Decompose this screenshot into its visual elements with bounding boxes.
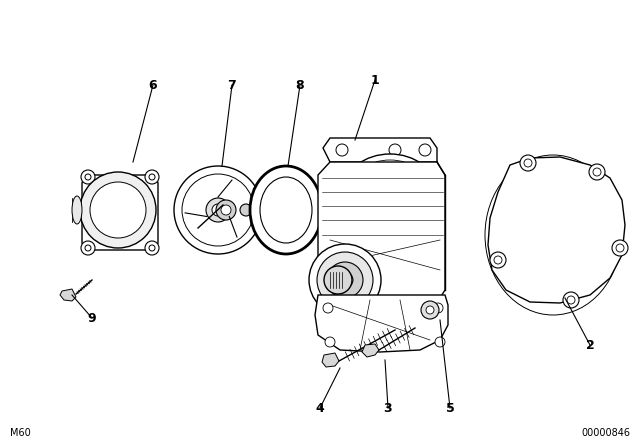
- Ellipse shape: [85, 245, 91, 251]
- Ellipse shape: [212, 204, 224, 216]
- Polygon shape: [488, 157, 625, 303]
- Ellipse shape: [490, 252, 506, 268]
- Ellipse shape: [309, 244, 381, 316]
- Text: 9: 9: [88, 311, 96, 324]
- Ellipse shape: [149, 174, 155, 180]
- Ellipse shape: [327, 262, 363, 298]
- Ellipse shape: [250, 166, 322, 254]
- Ellipse shape: [366, 174, 414, 206]
- Ellipse shape: [616, 244, 624, 252]
- Ellipse shape: [494, 256, 502, 264]
- Ellipse shape: [520, 155, 536, 171]
- Ellipse shape: [325, 337, 335, 347]
- Ellipse shape: [206, 198, 230, 222]
- Ellipse shape: [221, 205, 231, 215]
- Ellipse shape: [149, 245, 155, 251]
- Ellipse shape: [145, 241, 159, 255]
- Text: 2: 2: [586, 339, 595, 352]
- Ellipse shape: [336, 144, 348, 156]
- Text: 6: 6: [148, 78, 157, 91]
- Polygon shape: [322, 353, 339, 367]
- Ellipse shape: [563, 292, 579, 308]
- Ellipse shape: [356, 166, 424, 214]
- Ellipse shape: [435, 337, 445, 347]
- Ellipse shape: [421, 301, 439, 319]
- Ellipse shape: [72, 196, 82, 224]
- Polygon shape: [60, 289, 76, 301]
- Text: 7: 7: [228, 78, 236, 91]
- Text: 1: 1: [371, 73, 380, 86]
- Ellipse shape: [90, 182, 146, 238]
- Ellipse shape: [593, 168, 601, 176]
- Ellipse shape: [419, 144, 431, 156]
- Text: M60: M60: [10, 428, 31, 438]
- Ellipse shape: [323, 303, 333, 313]
- Polygon shape: [82, 175, 158, 250]
- Ellipse shape: [81, 170, 95, 184]
- Ellipse shape: [426, 306, 434, 314]
- Ellipse shape: [567, 296, 575, 304]
- Text: 8: 8: [296, 78, 304, 91]
- Text: 00000846: 00000846: [581, 428, 630, 438]
- Ellipse shape: [589, 164, 605, 180]
- Ellipse shape: [344, 154, 436, 226]
- Text: 3: 3: [384, 401, 392, 414]
- Ellipse shape: [174, 166, 262, 254]
- Ellipse shape: [216, 200, 236, 220]
- Text: 4: 4: [316, 401, 324, 414]
- Ellipse shape: [145, 170, 159, 184]
- Polygon shape: [323, 138, 437, 162]
- Ellipse shape: [524, 159, 532, 167]
- Ellipse shape: [85, 174, 91, 180]
- Polygon shape: [362, 344, 379, 357]
- Ellipse shape: [317, 252, 373, 308]
- Ellipse shape: [378, 182, 402, 198]
- Polygon shape: [318, 162, 445, 305]
- Ellipse shape: [182, 174, 254, 246]
- Polygon shape: [315, 295, 448, 352]
- Ellipse shape: [337, 272, 353, 288]
- Ellipse shape: [260, 177, 312, 243]
- Ellipse shape: [433, 303, 443, 313]
- Ellipse shape: [324, 266, 352, 294]
- Ellipse shape: [350, 160, 430, 220]
- Ellipse shape: [80, 172, 156, 248]
- Ellipse shape: [240, 204, 252, 216]
- Ellipse shape: [389, 144, 401, 156]
- Ellipse shape: [612, 240, 628, 256]
- Ellipse shape: [81, 241, 95, 255]
- Ellipse shape: [485, 155, 621, 315]
- Text: 5: 5: [445, 401, 454, 414]
